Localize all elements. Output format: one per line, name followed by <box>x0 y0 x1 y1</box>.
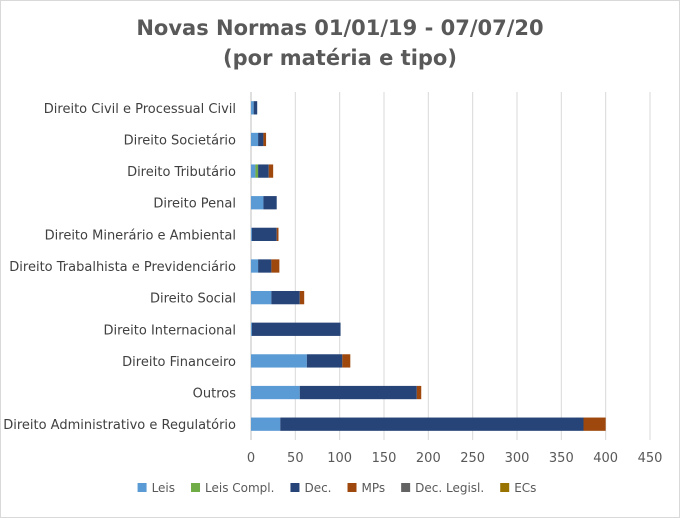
bar-segment <box>251 322 252 336</box>
chart-title-line-2: (por matéria e tipo) <box>223 46 457 70</box>
bar-segment <box>306 354 343 368</box>
bar-segment <box>255 164 259 178</box>
x-tick-label: 100 <box>327 451 352 466</box>
x-tick-label: 200 <box>416 451 441 466</box>
legend-swatch <box>401 483 411 492</box>
legend-label: Leis <box>152 481 175 495</box>
bar-segment <box>271 290 300 305</box>
legend-swatch <box>290 483 300 492</box>
bar-segment <box>251 354 307 368</box>
gridlines <box>250 92 651 440</box>
bar-segment <box>268 164 274 178</box>
bar-segment <box>271 259 280 273</box>
category-label: Direito Penal <box>153 197 236 212</box>
bar-segment <box>258 164 269 178</box>
legend-label: Dec. <box>304 481 331 495</box>
x-tick-label: 150 <box>372 451 397 466</box>
category-label: Direito Social <box>150 292 236 307</box>
category-labels: Direito Civil e Processual Civil Direito … <box>3 102 236 433</box>
bar-segment <box>251 227 252 242</box>
bar-segment <box>251 290 272 305</box>
bar-segment <box>263 132 267 147</box>
bar-segment <box>251 417 281 431</box>
bar-segment <box>253 101 258 115</box>
category-label: Direito Civil e Processual Civil <box>44 102 236 117</box>
x-tick-label: 250 <box>460 451 485 466</box>
category-label: Outros <box>193 387 237 402</box>
legend-swatch <box>500 483 510 492</box>
x-tick-labels: 0 50 100 150 200 250 300 350 400 450 <box>247 451 663 466</box>
bar-segment <box>299 290 305 305</box>
legend-swatch <box>347 483 357 492</box>
x-tick-label: 450 <box>638 451 663 466</box>
bar-segment <box>280 417 584 431</box>
x-tick-label: 300 <box>505 451 530 466</box>
chart-title-line-1: Novas Normas 01/01/19 - 07/07/20 <box>136 16 544 40</box>
bar-segment <box>342 354 351 368</box>
bar-segment <box>416 385 422 400</box>
bar-segment <box>258 132 264 147</box>
bar-segment <box>276 227 279 242</box>
category-label: Direito Financeiro <box>122 355 236 370</box>
bar-segment <box>251 196 264 210</box>
category-label: Direito Tributário <box>127 165 236 180</box>
category-label: Direito Administrativo e Regulatório <box>3 418 236 433</box>
bar-segment <box>251 227 277 242</box>
bar-segment <box>251 132 259 147</box>
bar-segment <box>258 259 272 273</box>
legend-label: Dec. Legisl. <box>415 481 484 495</box>
legend-label: ECs <box>514 481 536 495</box>
bar-segment <box>251 164 256 178</box>
legend-label: Leis Compl. <box>205 481 274 495</box>
bar-segment <box>583 417 606 431</box>
bar-segment <box>251 322 341 336</box>
category-label: Direito Minerário e Ambiental <box>45 228 236 243</box>
legend-label: MPs <box>362 481 386 495</box>
x-tick-label: 400 <box>593 451 618 466</box>
x-tick-label: 350 <box>549 451 574 466</box>
bar-segment <box>251 385 300 400</box>
legend-swatch <box>191 483 201 492</box>
category-label: Direito Societário <box>124 133 236 148</box>
category-label: Direito Internacional <box>104 323 237 338</box>
bars <box>251 101 606 431</box>
x-tick-label: 50 <box>287 451 304 466</box>
legend-swatch <box>137 483 147 492</box>
bar-segment <box>251 259 259 273</box>
bar-segment <box>263 196 277 210</box>
x-tick-label: 0 <box>247 451 255 466</box>
category-label: Direito Trabalhista e Previdenciário <box>9 260 236 275</box>
legend: Leis Leis Compl. Dec. MPs Dec. Legisl. ECs <box>137 481 536 495</box>
bar-segment <box>299 385 417 400</box>
bar-segment <box>251 101 254 115</box>
